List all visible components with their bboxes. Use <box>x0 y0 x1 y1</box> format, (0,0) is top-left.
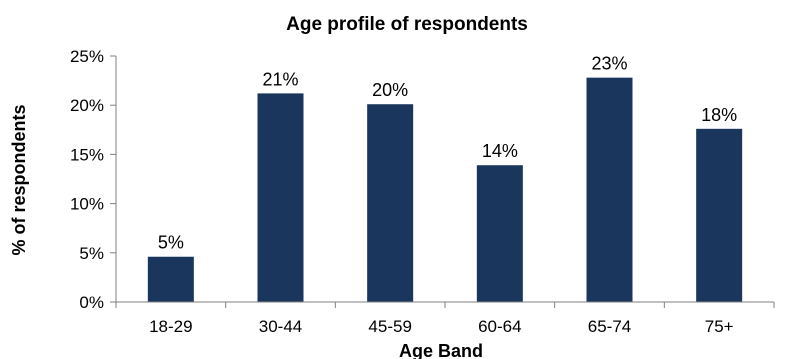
axes <box>115 56 774 303</box>
x-axis-ticks: 18-29 30-44 45-59 60-64 65-74 75+ <box>115 302 775 336</box>
y-tick-label: 15% <box>70 145 104 164</box>
y-tick-label: 10% <box>70 195 104 214</box>
bar <box>696 128 743 302</box>
x-tick-label: 60-64 <box>478 317 521 336</box>
bars <box>147 77 743 302</box>
data-labels: 5% 21% 20% 14% 23% 18% <box>158 54 737 253</box>
bar <box>476 165 523 302</box>
y-tick-label: 25% <box>70 47 104 66</box>
data-label: 18% <box>701 105 737 125</box>
x-axis-title: Age Band <box>399 341 483 359</box>
y-tick-label: 0% <box>79 293 104 312</box>
y-axis-title: % of respondents <box>9 104 29 255</box>
y-axis-ticks: 0% 5% 10% 15% 20% 25% <box>70 47 116 312</box>
bar <box>257 93 304 302</box>
x-tick-label: 30-44 <box>259 317 302 336</box>
bar <box>147 256 194 302</box>
x-tick-label: 75+ <box>705 317 734 336</box>
data-label: 5% <box>158 233 184 253</box>
y-tick-label: 5% <box>79 244 104 263</box>
x-tick-label: 18-29 <box>149 317 192 336</box>
data-label: 14% <box>482 141 518 161</box>
data-label: 21% <box>262 69 298 89</box>
data-label: 20% <box>372 80 408 100</box>
bar <box>367 104 414 302</box>
data-label: 23% <box>591 54 627 74</box>
x-tick-label: 65-74 <box>588 317 631 336</box>
bar <box>586 77 633 302</box>
chart-title: Age profile of respondents <box>286 14 528 35</box>
x-tick-label: 45-59 <box>368 317 411 336</box>
y-tick-label: 20% <box>70 96 104 115</box>
